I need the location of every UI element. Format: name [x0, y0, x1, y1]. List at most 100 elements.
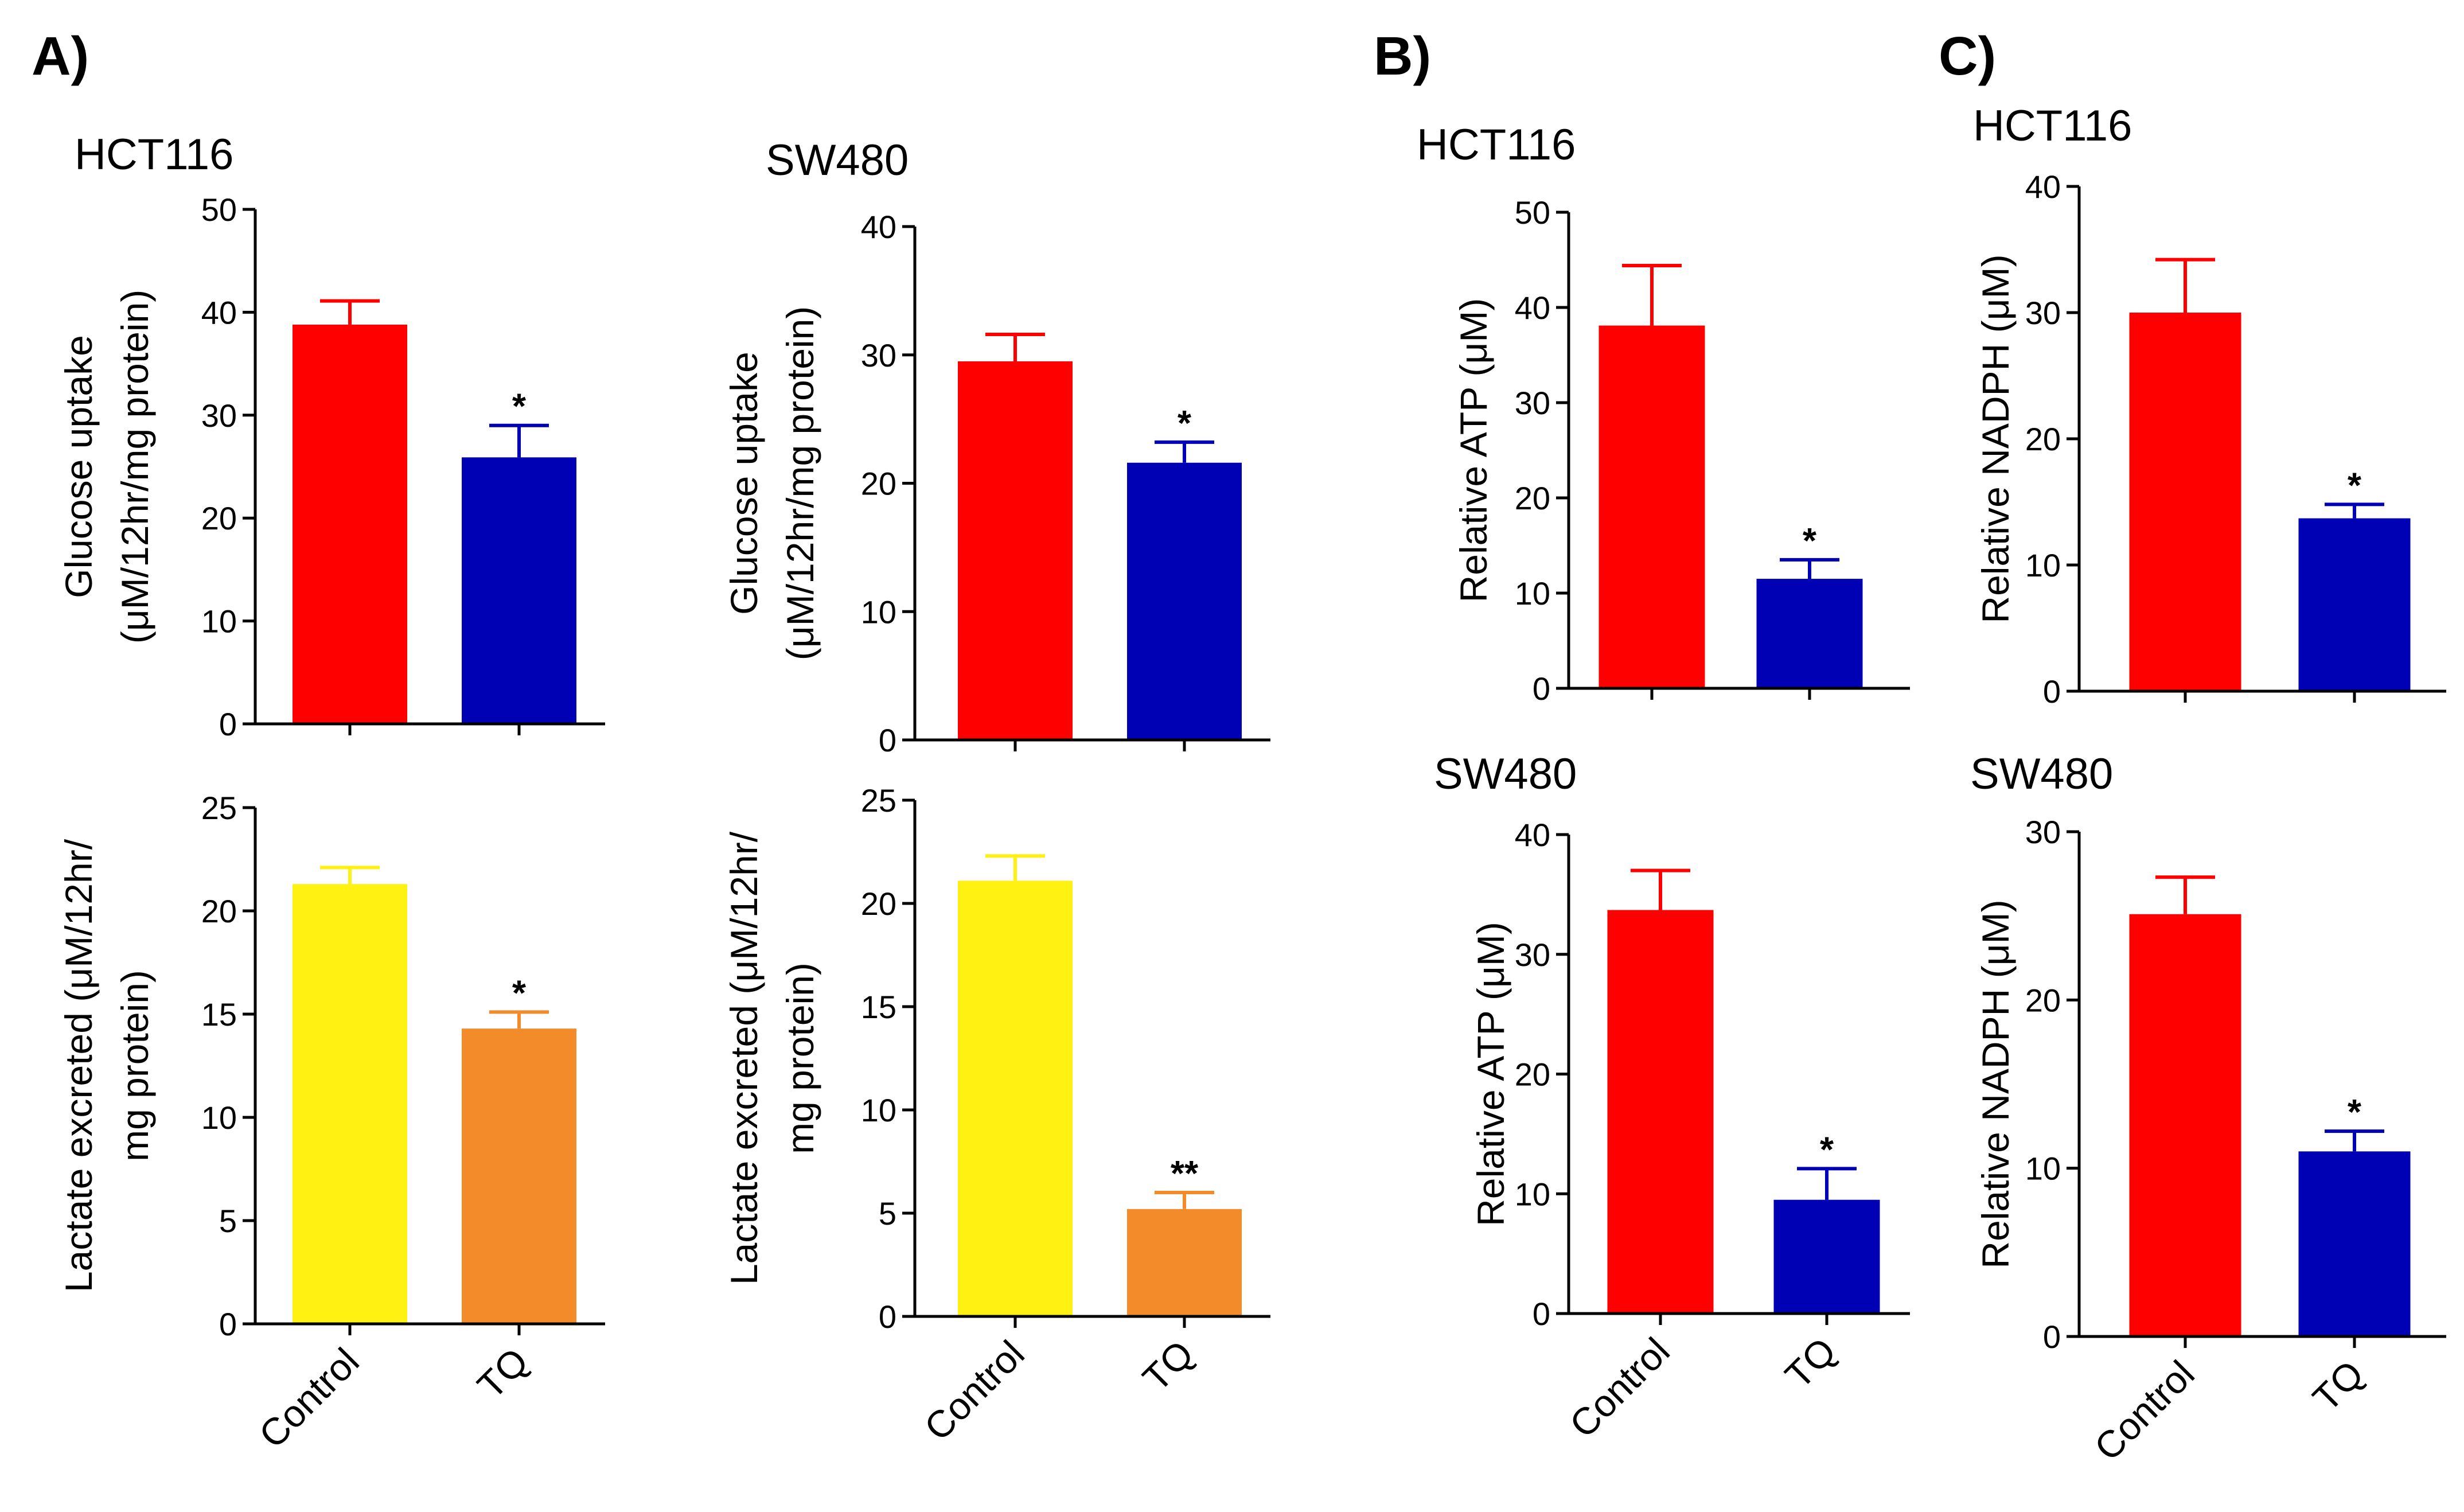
- y-tick-label: 30: [861, 337, 896, 373]
- panel-label-a: A): [32, 26, 89, 87]
- panel-label-b: B): [1374, 26, 1431, 87]
- y-axis-label: Relative NADPH (μM): [1974, 899, 2017, 1268]
- chart-a-sw480-glucose: SW480 * 0 10 20 30 40 Glucose uptake (μM/12hr/mg…: [723, 136, 1270, 758]
- y-tick-label: 25: [861, 782, 896, 819]
- y-tick-label: 30: [1515, 385, 1550, 421]
- y-axis-label-line: Relative ATP (μM): [1452, 298, 1495, 603]
- y-tick-label: 20: [861, 466, 896, 502]
- y-tick-label: 15: [201, 996, 237, 1032]
- y-tick-label: 0: [879, 1299, 896, 1335]
- y-axis-label-line: mg protein): [779, 962, 821, 1154]
- y-axis-label: Glucose uptake (μM/12hr/mg protein): [57, 290, 156, 644]
- bar-control: [2129, 313, 2241, 691]
- bar-tq: [1127, 1209, 1242, 1316]
- chart-c-sw480-nadph: SW480 * 0 10 20 30 Relative NADPH (μM) Control T…: [1970, 750, 2446, 1468]
- bar-tq: [2298, 1151, 2411, 1336]
- significance-marker: **: [1171, 1154, 1199, 1194]
- y-axis-label-line: Lactate excreted (μM/12hr/: [723, 831, 765, 1285]
- significance-marker: *: [512, 387, 527, 427]
- y-tick-label: 10: [201, 1100, 237, 1136]
- y-axis-label: Relative ATP (μM): [1452, 298, 1495, 603]
- chart-title: SW480: [766, 136, 909, 185]
- significance-marker: *: [1178, 404, 1192, 443]
- category-label-tq: TQ: [1777, 1330, 1844, 1397]
- y-tick-label: 10: [1515, 1176, 1550, 1212]
- y-axis-label-line: (μM/12hr/mg protein): [779, 306, 821, 661]
- y-tick-label: 40: [2025, 169, 2061, 205]
- y-axis-label: Relative NADPH (μM): [1974, 254, 2017, 623]
- y-tick-label: 40: [861, 209, 896, 245]
- y-axis-label: Lactate excreted (μM/12hr/mg protein): [723, 831, 821, 1285]
- y-tick-label: 20: [201, 500, 237, 536]
- y-tick-label: 30: [1515, 937, 1550, 973]
- bar-control: [958, 361, 1073, 740]
- bar-control: [1599, 325, 1705, 688]
- chart-title: SW480: [1434, 750, 1577, 798]
- y-axis-label-line: Relative NADPH (μM): [1974, 254, 2017, 623]
- chart-c-hct116-nadph: HCT116 * 0 10 20 30 40 Relative NADPH (μM): [1973, 102, 2446, 710]
- y-tick-label: 50: [1515, 194, 1550, 231]
- y-tick-label: 25: [201, 790, 237, 826]
- chart-title: HCT116: [1973, 102, 2132, 150]
- y-tick-label: 20: [861, 886, 896, 922]
- y-tick-label: 15: [861, 989, 896, 1025]
- significance-marker: *: [1820, 1130, 1834, 1170]
- y-axis-label: Relative ATP (μM): [1469, 922, 1512, 1226]
- category-label-control: Control: [2086, 1353, 2202, 1469]
- chart-title: SW480: [1970, 750, 2113, 798]
- y-tick-label: 10: [201, 603, 237, 640]
- bar-control: [293, 884, 407, 1324]
- y-tick-label: 10: [2025, 1151, 2061, 1187]
- y-tick-label: 0: [879, 722, 896, 758]
- y-axis-label-line: (μM/12hr/mg protein): [114, 290, 156, 644]
- y-tick-label: 50: [201, 192, 237, 228]
- y-tick-label: 20: [2025, 982, 2061, 1018]
- y-tick-label: 0: [2043, 1319, 2061, 1355]
- significance-marker: *: [512, 973, 527, 1013]
- y-tick-label: 20: [2025, 421, 2061, 457]
- y-axis-label-line: Glucose uptake: [723, 352, 765, 615]
- category-label-control: Control: [1561, 1330, 1678, 1446]
- y-tick-label: 30: [201, 398, 237, 434]
- y-tick-label: 20: [1515, 480, 1550, 516]
- bar-tq: [1773, 1199, 1880, 1314]
- y-tick-label: 30: [2025, 814, 2061, 850]
- y-tick-label: 40: [1515, 817, 1550, 853]
- y-tick-label: 10: [861, 594, 896, 630]
- bar-tq: [1127, 462, 1242, 740]
- panel-label-c: C): [1939, 26, 1996, 87]
- chart-b-hct116-atp: HCT116 * 0 10 20 30 40 50 Relative ATP (μM): [1417, 120, 1910, 707]
- chart-a-sw480-lactate: ** 0 5 10 15 20 25 Lactate excreted (μM/12hr/mg…: [723, 782, 1270, 1448]
- bar-tq: [462, 457, 576, 724]
- y-tick-label: 0: [1533, 671, 1550, 707]
- bar-tq: [1756, 579, 1863, 688]
- y-tick-label: 0: [219, 1306, 237, 1342]
- chart-a-hct116-glucose: HCT116 * 0 10 20 30 40 50 Glucose uptake (μM/12hr…: [57, 130, 605, 742]
- y-axis-label-line: mg protein): [114, 970, 156, 1162]
- bar-control: [958, 880, 1073, 1316]
- y-tick-label: 10: [861, 1092, 896, 1128]
- y-tick-label: 40: [201, 294, 237, 330]
- y-tick-label: 10: [1515, 575, 1550, 611]
- category-label-control: Control: [916, 1332, 1032, 1449]
- significance-marker: *: [2348, 1093, 2362, 1132]
- y-tick-label: 0: [219, 706, 237, 742]
- y-axis-label-line: Relative NADPH (μM): [1974, 899, 2017, 1268]
- category-label-tq: TQ: [1134, 1332, 1202, 1400]
- category-label-control: Control: [251, 1340, 367, 1456]
- y-tick-label: 0: [1533, 1296, 1550, 1332]
- bar-control: [1607, 910, 1714, 1314]
- y-axis-label-line: Relative ATP (μM): [1469, 922, 1512, 1226]
- y-tick-label: 0: [2043, 673, 2061, 710]
- bar-tq: [2298, 518, 2411, 691]
- y-tick-label: 30: [2025, 295, 2061, 331]
- chart-title: HCT116: [75, 130, 233, 179]
- y-tick-label: 5: [219, 1203, 237, 1239]
- y-tick-label: 20: [201, 893, 237, 929]
- y-axis-label: Lactate excreted (μM/12hr/mg protein): [57, 839, 156, 1292]
- y-tick-label: 20: [1515, 1057, 1550, 1093]
- category-label-tq: TQ: [469, 1340, 536, 1407]
- significance-marker: *: [1803, 521, 1817, 561]
- bar-control: [293, 324, 407, 724]
- significance-marker: *: [2348, 466, 2362, 505]
